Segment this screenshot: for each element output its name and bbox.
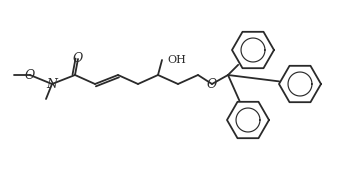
Text: OH: OH bbox=[167, 55, 186, 65]
Text: N: N bbox=[46, 78, 58, 90]
Text: O: O bbox=[73, 51, 83, 64]
Text: O: O bbox=[207, 78, 217, 90]
Text: O: O bbox=[25, 68, 35, 82]
